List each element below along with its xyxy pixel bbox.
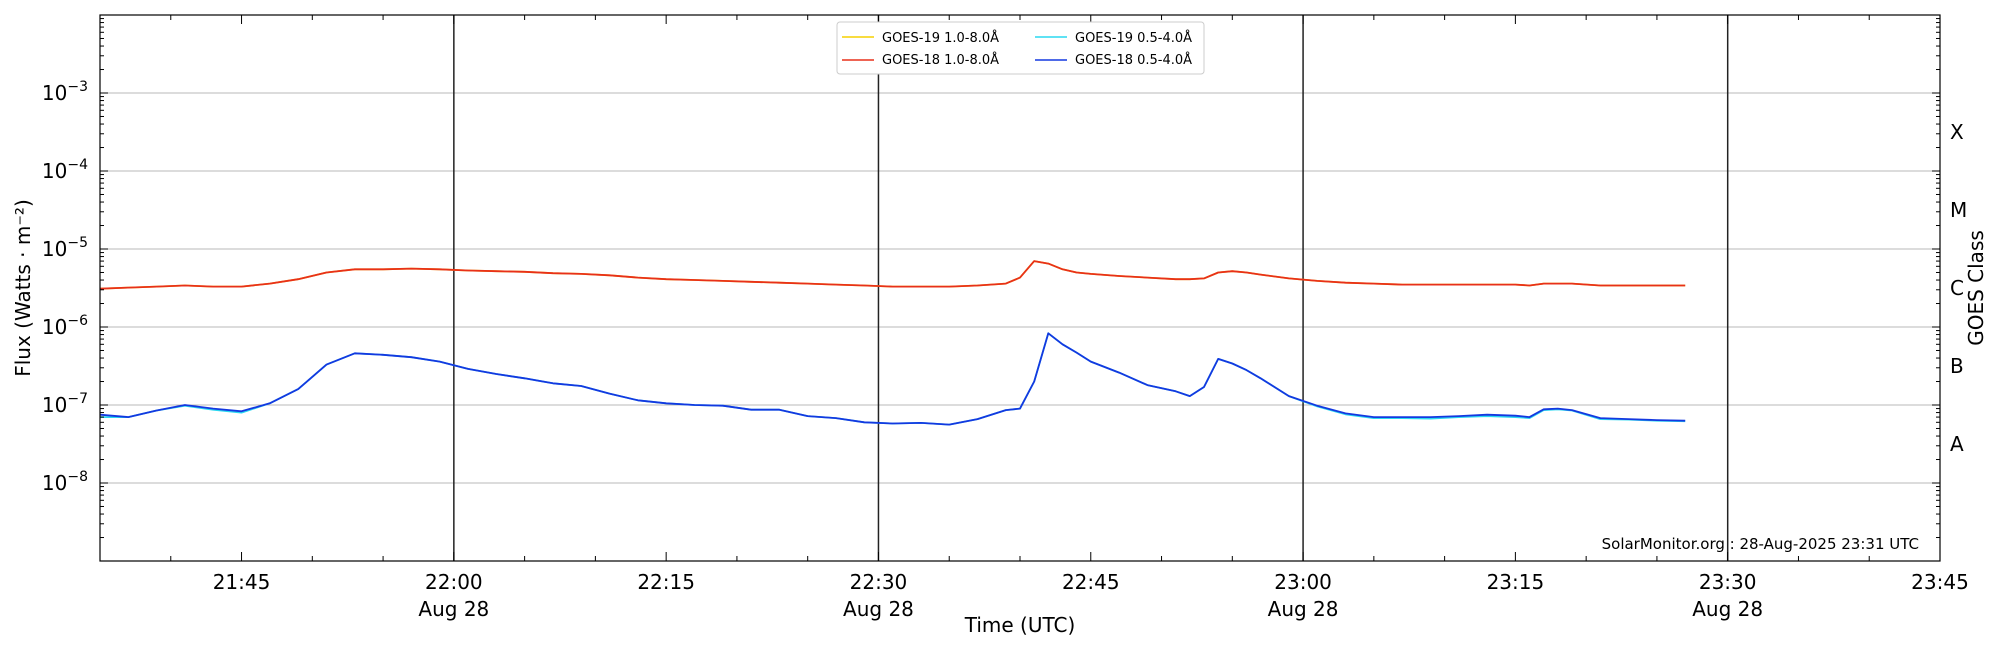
x-tick-date-label: Aug 28 [1692,597,1763,621]
x-tick-label: 22:45 [1062,570,1120,594]
x-tick-date-label: Aug 28 [1268,597,1339,621]
y-axis-title: Flux (Watts · m⁻²) [11,199,35,377]
x-tick-label: 21:45 [213,570,271,594]
x-tick-label: 22:00 [425,570,483,594]
axis-ticks [99,15,1941,561]
x-tick-label: 23:30 [1699,570,1757,594]
goes-class-label: B [1950,354,1964,378]
legend-label-goes18-short: GOES-18 0.5-4.0Å [1075,52,1192,68]
y-tick-label: 10−3 [42,79,88,105]
goes-class-label: A [1950,432,1964,456]
grid-lines [100,92,1940,484]
x-tick-labels: 21:45 22:00 Aug 28 22:15 22:30 Aug 28 22:45 23:… [213,570,1969,621]
y-tick-labels: 10−8 10−7 10−6 10−5 10−4 10−3 [42,79,88,495]
y-tick-label: 10−8 [42,469,88,495]
series-line-3 [99,332,1686,426]
goes-class-labels: A B C M X [1950,120,1967,456]
y-tick-label: 10−6 [42,313,88,339]
x-tick-date-label: Aug 28 [418,597,489,621]
series-lines [99,260,1686,426]
x-tick-label: 22:30 [850,570,908,594]
x-tick-label: 23:15 [1487,570,1545,594]
legend: GOES-19 1.0-8.0Å GOES-18 1.0-8.0Å GOES-1… [836,21,1205,75]
x-axis-title: Time (UTC) [964,613,1076,637]
date-boundary-lines [453,15,1729,561]
goes-class-label: X [1950,120,1964,144]
y-tick-label: 10−4 [42,157,88,183]
x-tick-date-label: Aug 28 [843,597,914,621]
goes-class-label: M [1950,198,1967,222]
legend-box [836,21,1205,75]
x-tick-label: 23:00 [1274,570,1332,594]
y2-axis-title: GOES Class [1964,230,1988,346]
x-tick-label: 22:15 [637,570,695,594]
y-tick-label: 10−5 [42,235,88,261]
series-line-1 [99,260,1686,290]
y-tick-label: 10−7 [42,391,88,417]
plot-area [100,15,1940,561]
credit-text: SolarMonitor.org : 28-Aug-2025 23:31 UTC [1602,535,1919,553]
legend-label-goes19-long: GOES-19 1.0-8.0Å [882,30,999,46]
legend-label-goes19-short: GOES-19 0.5-4.0Å [1075,30,1192,46]
x-tick-label: 23:45 [1911,570,1969,594]
goes-class-label: C [1950,276,1964,300]
legend-label-goes18-long: GOES-18 1.0-8.0Å [882,52,999,68]
